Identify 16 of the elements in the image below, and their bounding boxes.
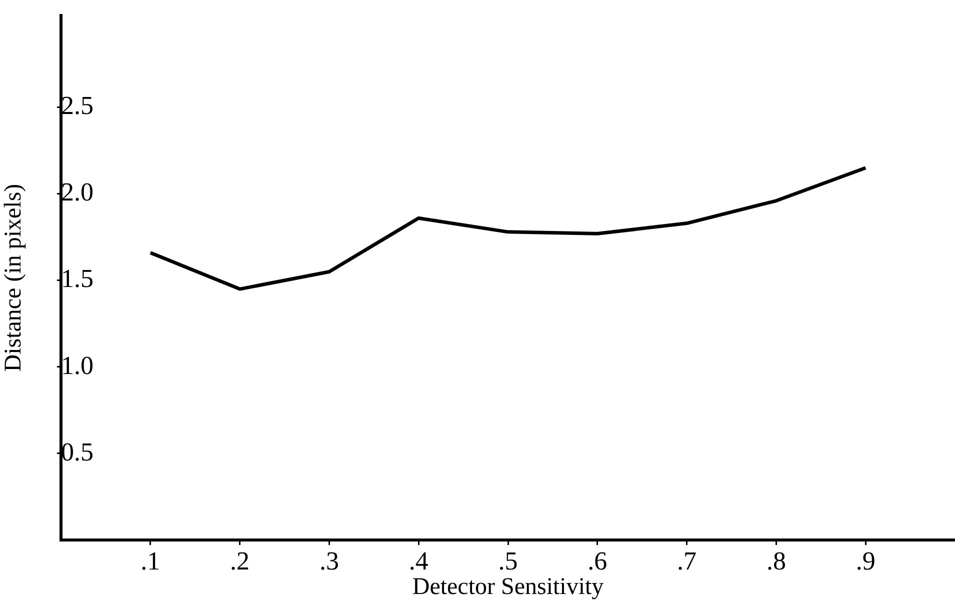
x-tick-label: .3 (319, 546, 339, 576)
y-tick-label: 2.5 (61, 91, 94, 120)
x-tick-label: .6 (588, 546, 608, 576)
y-tick-label: 1.0 (61, 350, 94, 380)
x-tick-label: .9 (856, 546, 876, 576)
x-tick-label: .7 (677, 546, 697, 576)
x-tick-label: .4 (408, 546, 428, 576)
x-tick-label: .8 (766, 546, 786, 576)
x-axis-title: Detector Sensitivity (412, 574, 604, 600)
y-tick-label: 1.5 (61, 264, 94, 294)
x-tick-label: .5 (498, 546, 518, 576)
y-axis-title: Distance (in pixels) (0, 184, 27, 372)
x-tick-label: .1 (140, 546, 160, 576)
y-tick-label: 0.5 (61, 437, 94, 466)
x-tick-label: .2 (230, 546, 250, 576)
y-tick-label: 2.0 (61, 178, 94, 207)
